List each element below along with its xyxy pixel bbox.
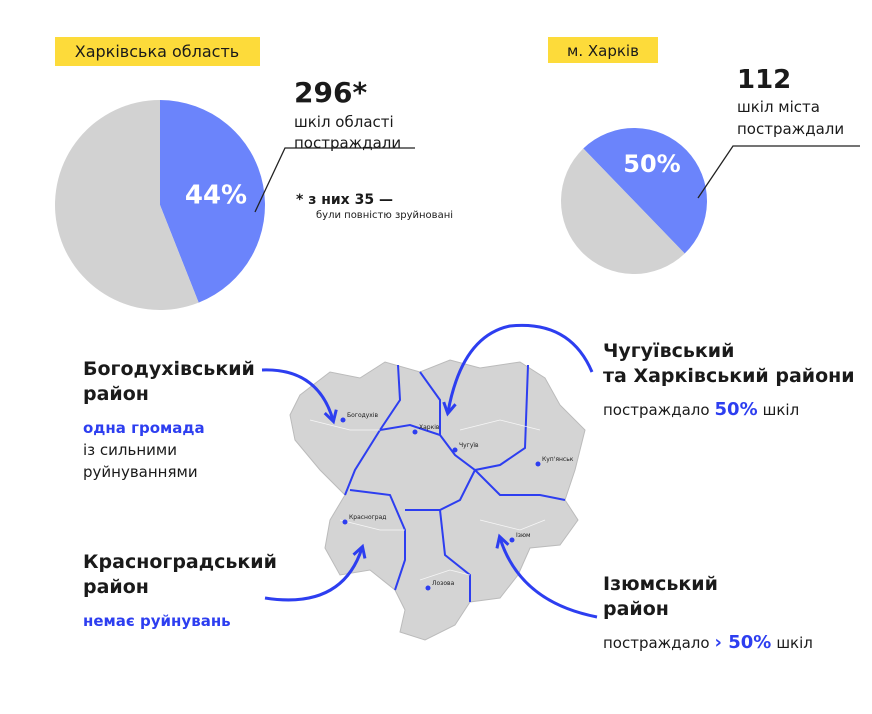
pies: 44% 50% [55, 100, 707, 310]
pie-title: м. Харків [567, 42, 639, 60]
slice-label: 44% [185, 181, 247, 211]
region-highlight: одна громада [83, 419, 205, 437]
region-name: район [83, 576, 149, 598]
map: Богодухів Харків Чугуїв Куп'янськ Красноград… [289, 359, 586, 641]
city-dot [340, 417, 346, 423]
city-dot [509, 537, 515, 543]
pie-slice [583, 128, 707, 254]
region-notes: Богодухівський район одна громада із сильни… [83, 340, 855, 653]
leader-line [254, 147, 415, 213]
stat-prefix: постраждало [603, 401, 710, 419]
footnote: * з них 35 — [296, 192, 393, 208]
caption: шкіл міста [737, 98, 820, 116]
leader-line [697, 145, 860, 199]
footnote-detail: були повністю зруйновані [316, 209, 453, 221]
city-label: Чугуїв [459, 442, 479, 449]
region-name: Чугуївський [603, 340, 734, 362]
label-pill [55, 37, 260, 66]
headline: 296* [294, 76, 367, 109]
pie-slice [160, 100, 266, 303]
region-name: Ізюмський [603, 573, 718, 595]
city-label: Ізюм [516, 532, 531, 539]
region-name: Богодухівський [83, 358, 255, 380]
label-pill [548, 37, 658, 63]
city-dot [535, 461, 541, 467]
stat-highlight: 50% [715, 399, 758, 420]
city-label: Харків [419, 424, 440, 431]
region-name: та Харківський райони [603, 365, 855, 387]
stat-highlight: › 50% [715, 632, 772, 653]
city-label: Куп'янськ [542, 456, 574, 463]
slice-label: 50% [623, 150, 680, 178]
region-name: Красноградський [83, 551, 277, 573]
region-shape [289, 359, 586, 641]
pie-title: Харківська область [75, 42, 239, 61]
city-dot [342, 519, 348, 525]
pie-slice [55, 100, 199, 310]
caption: постраждали [294, 134, 401, 152]
region-highlight: немає руйнувань [83, 612, 231, 630]
region-stat: постраждало › 50% шкіл [603, 632, 813, 653]
arrows [261, 323, 598, 619]
headline: 112 [737, 65, 791, 95]
region-detail: із сильними [83, 441, 177, 459]
region-name: район [603, 598, 669, 620]
city-dot [452, 447, 458, 453]
city-dot [425, 585, 431, 591]
region-stat: постраждало 50% шкіл [603, 399, 799, 420]
city-dot [412, 429, 418, 435]
region-detail: руйнуваннями [83, 463, 198, 481]
city-label: Лозова [432, 580, 455, 587]
pie-slice [561, 148, 685, 274]
region-name: район [83, 383, 149, 405]
stat-suffix: шкіл [763, 401, 800, 419]
city-label: Богодухів [347, 412, 379, 419]
caption: постраждали [737, 120, 844, 138]
stat-suffix: шкіл [776, 634, 813, 652]
city-label: Красноград [349, 514, 386, 521]
caption: шкіл області [294, 113, 394, 131]
stat-prefix: постраждало [603, 634, 710, 652]
